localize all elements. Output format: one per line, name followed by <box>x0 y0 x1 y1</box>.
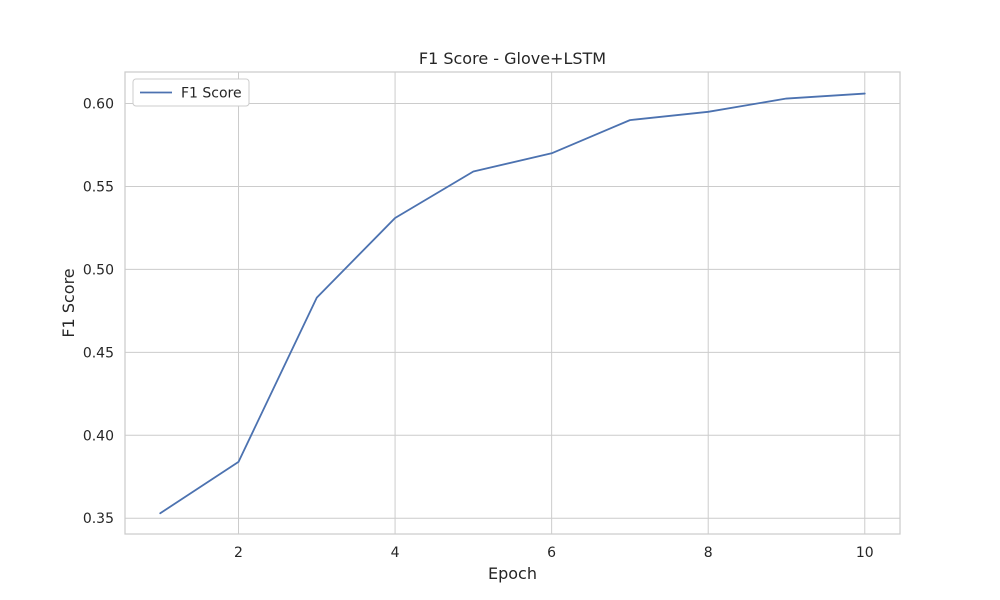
y-axis-title: F1 Score <box>59 268 78 337</box>
y-axis-ticks: 0.35 0.40 0.45 0.50 0.55 0.60 <box>83 97 114 528</box>
data-point <box>159 512 161 514</box>
y-tick-label: 0.40 <box>83 428 114 444</box>
y-tick-label: 0.45 <box>83 345 114 361</box>
x-axis-ticks: 2 4 6 8 10 <box>234 545 874 561</box>
grid <box>125 72 900 534</box>
legend-box <box>132 78 250 107</box>
data-point <box>472 171 474 173</box>
data-point <box>394 217 396 219</box>
y-tick-label: 0.55 <box>83 179 114 195</box>
x-tick-label: 8 <box>704 545 713 561</box>
data-point <box>864 93 866 95</box>
data-point <box>707 111 709 113</box>
x-tick-label: 4 <box>391 545 400 561</box>
x-tick-label: 2 <box>234 545 243 561</box>
plot-background <box>125 72 900 534</box>
legend-label-f1-score: F1 Score <box>181 86 242 102</box>
legend: F1 Score <box>132 78 250 107</box>
plot-frame <box>124 71 901 535</box>
data-point <box>316 297 318 299</box>
x-axis-title: Epoch <box>488 564 537 583</box>
data-point <box>629 119 631 121</box>
y-tick-label: 0.60 <box>83 97 114 113</box>
data-point <box>785 98 787 100</box>
y-tick-label: 0.35 <box>83 511 114 527</box>
x-tick-label: 6 <box>547 545 556 561</box>
data-point <box>551 152 553 154</box>
series-line-f1-score <box>159 92 866 515</box>
y-tick-label: 0.50 <box>83 262 114 278</box>
data-point <box>238 461 240 463</box>
series-layer <box>159 92 866 515</box>
x-tick-label: 10 <box>856 545 874 561</box>
chart-title: F1 Score - Glove+LSTM <box>419 49 606 68</box>
